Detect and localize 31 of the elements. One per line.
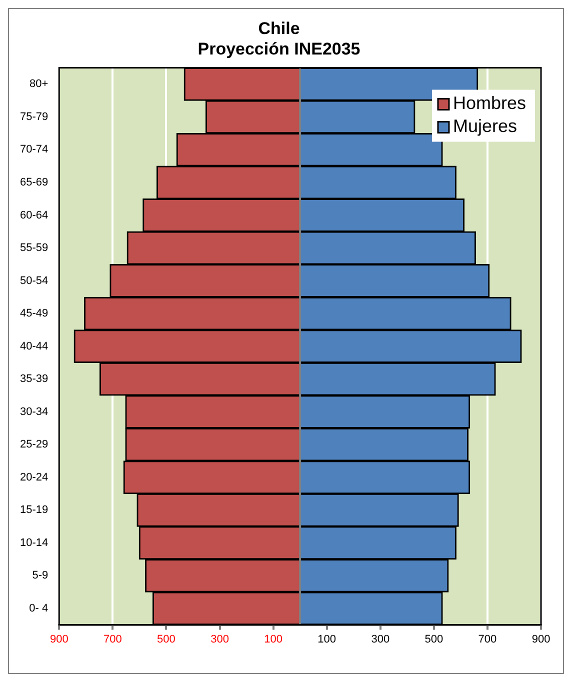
y-tick-label: 60-64 bbox=[20, 209, 48, 222]
y-tick-label: 10-14 bbox=[20, 536, 48, 549]
x-tick-label: 900 bbox=[50, 633, 68, 646]
x-tick-label: 300 bbox=[371, 633, 390, 646]
y-tick-label: 30-34 bbox=[20, 406, 48, 418]
y-tick-label: 80+ bbox=[29, 78, 48, 90]
y-tick-label: 45-49 bbox=[20, 308, 48, 320]
y-tick-label: 15-19 bbox=[20, 504, 48, 516]
chart-title: Chile bbox=[258, 18, 300, 38]
y-tick-label: 65-69 bbox=[20, 176, 48, 189]
y-tick-label: 40-44 bbox=[20, 340, 48, 352]
y-tick-label: 55-59 bbox=[20, 242, 48, 254]
legend-label: Mujeres bbox=[452, 116, 518, 136]
y-tick-label: 20-24 bbox=[20, 471, 48, 484]
y-tick-label: 70-74 bbox=[20, 144, 48, 156]
x-tick-label: 100 bbox=[264, 633, 282, 646]
y-tick-label: 75-79 bbox=[20, 110, 48, 123]
x-tick-label: 100 bbox=[318, 633, 336, 646]
x-tick-label: 500 bbox=[424, 633, 444, 646]
x-tick-label: 500 bbox=[157, 633, 176, 646]
x-tick-label: 300 bbox=[210, 633, 229, 646]
chart-subtitle: Proyección INE2035 bbox=[198, 39, 360, 58]
legend-label: Hombres bbox=[452, 92, 526, 113]
y-tick-label: 5-9 bbox=[32, 570, 48, 582]
y-tick-label: 50-54 bbox=[20, 274, 48, 287]
x-tick-label: 700 bbox=[103, 633, 122, 646]
y-tick-label: 35-39 bbox=[20, 373, 48, 386]
y-tick-label: 0- 4 bbox=[29, 602, 48, 614]
y-tick-label: 25-29 bbox=[20, 438, 48, 451]
x-tick-label: 900 bbox=[532, 633, 550, 646]
x-tick-label: 700 bbox=[478, 633, 497, 646]
